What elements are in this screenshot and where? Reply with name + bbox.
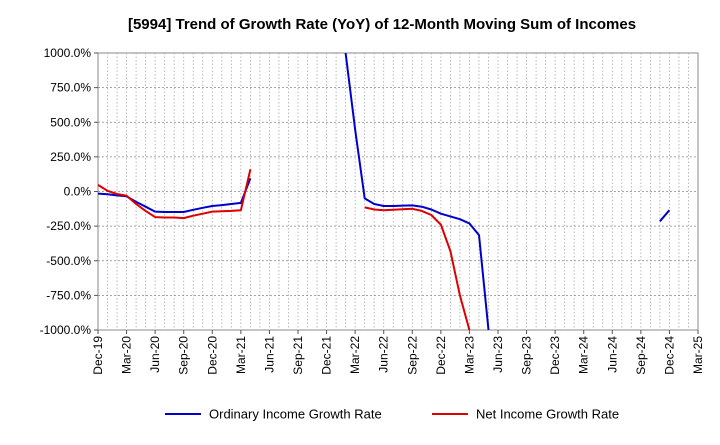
ordinary-income-growth-rate-legend-label: Ordinary Income Growth Rate xyxy=(209,407,382,422)
y-tick-label: -1000.0% xyxy=(40,323,92,337)
ordinary-income-growth-rate-line xyxy=(344,53,490,330)
x-tick-label: Dec-22 xyxy=(434,336,448,375)
y-tick-label: -750.0% xyxy=(46,288,91,302)
x-tick-label: Jun-23 xyxy=(491,336,505,373)
x-tick-label: Dec-24 xyxy=(662,336,676,375)
x-tick-label: Jun-20 xyxy=(148,336,162,373)
grid xyxy=(97,52,699,331)
legend: Ordinary Income Growth Rate Net Income Gr… xyxy=(165,407,619,422)
net-income-growth-rate-line xyxy=(364,206,471,330)
y-tick-label: 1000.0% xyxy=(44,46,92,60)
x-tick-label: Sep-20 xyxy=(177,336,191,375)
y-tick-label: -250.0% xyxy=(46,219,91,233)
x-tick-label: Mar-21 xyxy=(234,336,248,374)
x-tick-label: Dec-20 xyxy=(205,336,219,375)
axes: 1000.0% 750.0% 500.0% 250.0% 0.0% -250.0% -500… xyxy=(40,46,705,375)
x-tick-label: Mar-20 xyxy=(120,336,134,374)
y-tick-label: 750.0% xyxy=(50,81,91,95)
x-tick-label: Mar-23 xyxy=(462,336,476,374)
net-income-growth-rate-line xyxy=(98,169,252,220)
y-tick-label: 500.0% xyxy=(50,115,91,129)
x-tick-label: Sep-21 xyxy=(291,336,305,375)
series-lines xyxy=(98,53,671,330)
x-tick-label: Mar-22 xyxy=(348,336,362,374)
x-tick-label: Dec-21 xyxy=(320,336,334,375)
y-tick-label: -500.0% xyxy=(46,254,91,268)
x-tick-label: Dec-19 xyxy=(91,336,105,375)
net-income-growth-rate-legend-label: Net Income Growth Rate xyxy=(476,407,619,422)
x-tick-label: Jun-21 xyxy=(262,336,276,373)
x-tick-label: Sep-22 xyxy=(405,336,419,375)
chart-title: [5994] Trend of Growth Rate (YoY) of 12-… xyxy=(128,16,636,33)
x-tick-label: Sep-23 xyxy=(520,336,534,375)
x-tick-label: Mar-25 xyxy=(691,336,705,374)
x-tick-label: Mar-24 xyxy=(577,336,591,374)
y-tick-label: 0.0% xyxy=(64,185,92,199)
y-tick-label: 250.0% xyxy=(50,150,91,164)
ordinary-income-growth-rate-line xyxy=(659,209,671,222)
x-tick-label: Jun-22 xyxy=(377,336,391,373)
x-tick-label: Sep-24 xyxy=(634,336,648,375)
x-tick-label: Jun-24 xyxy=(605,336,619,373)
x-tick-label: Dec-23 xyxy=(548,336,562,375)
